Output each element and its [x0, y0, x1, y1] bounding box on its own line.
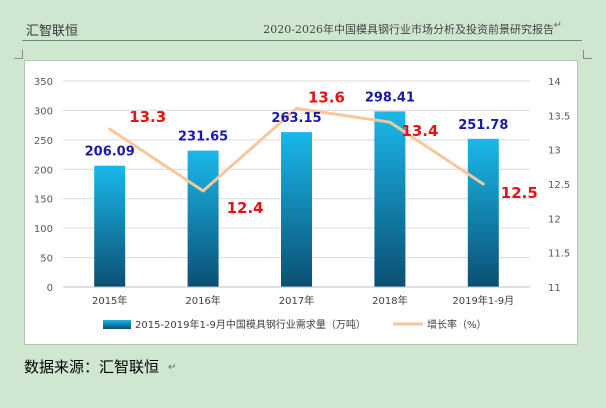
x-tick-label: 2016年	[185, 294, 220, 307]
y-left-tick-label: 150	[34, 195, 53, 206]
x-tick-label: 2017年	[279, 294, 314, 307]
bar	[281, 132, 312, 287]
bar-series	[94, 111, 499, 287]
y-left-tick-label: 50	[40, 254, 53, 265]
line-point	[108, 127, 112, 131]
paragraph-mark-icon: ↵	[553, 20, 562, 31]
y-left-tick-label: 350	[34, 77, 53, 88]
line-point	[388, 120, 392, 124]
x-tick-label: 2018年	[372, 294, 407, 307]
line-point	[201, 189, 205, 193]
bar	[187, 150, 219, 287]
y-right-tick-label: 14	[548, 77, 561, 88]
x-tick-label: 2019年1-9月	[452, 294, 514, 307]
header-left-text: 汇智联恒	[26, 24, 79, 39]
y-right-tick-label: 11	[548, 283, 561, 294]
axes: 0 50 100 150 200 250 300 350 11 11.5 12 12.5 13 13.5 1…	[34, 77, 570, 307]
y-left-tick-label: 300	[34, 106, 53, 117]
bar-value-label: 231.65	[178, 130, 228, 145]
chart-container: 0 50 100 150 200 250 300 350 11 11.5 12 12.5 13 13.5 1…	[24, 60, 578, 345]
y-left-tick-label: 100	[34, 224, 53, 235]
header-right-text: 2020-2026年中国模具钢行业市场分析及投资前景研究报告	[263, 23, 554, 36]
chart-svg: 0 50 100 150 200 250 300 350 11 11.5 12 12.5 13 13.5 1…	[34, 77, 570, 331]
line-point	[481, 182, 485, 186]
data-source-text: 数据来源：汇智联恒	[24, 358, 160, 376]
line-point	[295, 106, 298, 110]
bar-value-label: 206.09	[85, 145, 135, 160]
bar	[374, 111, 406, 287]
bar	[467, 138, 499, 287]
y-left-tick-label: 0	[47, 283, 53, 294]
bar-value-label: 263.15	[271, 111, 321, 126]
y-left-tick-label: 250	[34, 136, 53, 147]
y-left-tick-label: 200	[34, 165, 53, 176]
legend: 2015-2019年1-9月中国模具钢行业需求量（万吨） 增长率（%）	[103, 318, 487, 331]
line-series	[108, 106, 485, 193]
legend-line-label: 增长率（%）	[427, 318, 487, 331]
y-right-tick-label: 12.5	[548, 180, 570, 191]
y-right-tick-label: 13.5	[548, 111, 570, 122]
growth-rate-label: 13.3	[129, 108, 166, 126]
x-tick-label: 2015年	[92, 294, 127, 307]
y-right-tick-label: 11.5	[548, 249, 570, 260]
bar-value-label: 251.78	[458, 118, 508, 133]
growth-rate-label: 12.4	[227, 199, 264, 217]
legend-bar-label: 2015-2019年1-9月中国模具钢行业需求量（万吨）	[135, 318, 366, 331]
data-labels: 206.09 231.65 263.15 298.41 251.78 13.3 12.4 13…	[85, 88, 538, 216]
header-rule	[22, 40, 582, 41]
bar	[94, 165, 126, 287]
growth-rate-label: 13.6	[308, 88, 345, 106]
y-right-tick-label: 13	[548, 146, 561, 157]
y-right-tick-label: 12	[548, 214, 561, 225]
growth-rate-label: 13.4	[401, 122, 438, 140]
bar-value-label: 298.41	[365, 90, 415, 105]
legend-bar-swatch	[103, 320, 131, 329]
growth-rate-label: 12.5	[501, 184, 538, 202]
corner-mark-icon	[14, 50, 23, 59]
corner-mark-icon	[583, 50, 592, 59]
paragraph-mark-icon: ↵	[168, 362, 177, 373]
